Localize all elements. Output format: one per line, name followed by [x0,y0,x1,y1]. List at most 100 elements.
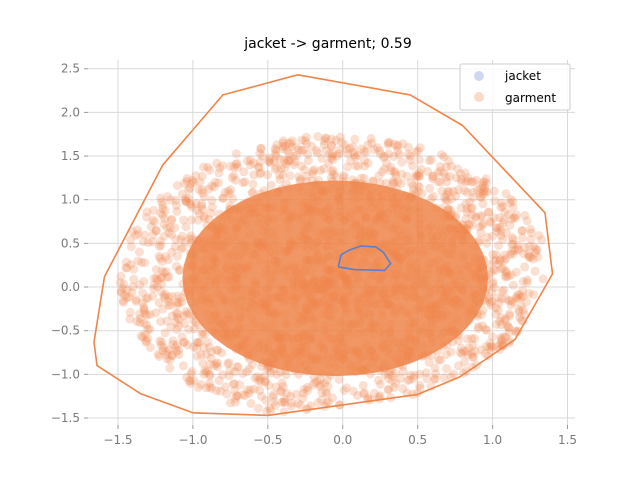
garment-point [205,369,215,379]
garment-point [321,387,331,397]
garment-point [443,187,453,196]
garment-point [499,215,509,225]
garment-point [201,350,211,360]
garment-point [391,378,401,388]
garment-point [298,388,308,398]
garment-point [408,185,418,195]
garment-point [508,235,518,245]
garment-point [496,264,506,274]
garment-point [119,279,129,289]
garment-point [154,298,164,308]
garment-point [456,343,466,353]
garment-point [325,149,334,159]
garment-point [462,346,472,356]
garment-point [507,214,517,224]
garment-point [287,398,297,408]
garment-point [397,169,407,179]
garment-point [122,293,132,303]
garment-point [137,257,147,267]
garment-point [504,296,514,306]
garment-point [162,350,172,360]
garment-point [189,177,199,187]
garment-point [477,212,487,222]
garment-point [360,156,369,166]
garment-point [210,177,220,187]
garment-point [303,156,313,166]
garment-point [218,193,228,203]
garment-point [327,134,336,144]
garment-point [360,388,369,398]
garment-point [476,193,486,202]
garment-point [192,338,202,348]
garment-point [453,164,463,174]
garment-point [171,317,181,327]
garment-point [265,153,275,163]
garment-point [411,170,421,180]
garment-point [414,168,424,178]
garment-point [387,371,397,381]
garment-point [250,373,260,383]
garment-point [145,309,155,319]
garment-point [260,377,270,387]
garment-point [162,316,172,326]
garment-point [270,144,280,154]
garment-point [491,223,501,233]
garment-point [174,321,184,331]
garment-point [129,274,139,284]
garment-point [284,156,294,166]
garment-point [477,221,487,230]
garment-point [508,239,518,249]
garment-point [245,160,255,170]
garment-dense-core [182,180,489,377]
garment-point [286,402,296,411]
garment-point [141,336,151,346]
garment-point [156,208,166,218]
garment-point [342,162,352,172]
garment-point [372,143,382,153]
garment-point [496,333,506,342]
garment-point [167,215,176,225]
garment-point [424,156,434,165]
garment-point [522,278,532,287]
garment-point [218,161,227,171]
garment-point [265,365,275,375]
garment-point [464,343,474,353]
garment-point [321,134,331,143]
garment-point [478,178,488,188]
garment-point [156,274,166,283]
legend-marker-garment [474,92,484,102]
garment-point [171,261,181,271]
garment-point [459,185,469,195]
garment-point [488,250,498,259]
garment-point [460,357,469,367]
ticks: −1.5 −1.0 −0.5 0.0 0.5 1.0 1.5 −1.5 −1.0 −0.5 0.0 0… [51,62,577,447]
garment-point [328,151,337,161]
garment-point [398,366,408,376]
garment-point [515,290,525,300]
garment-point [277,378,287,388]
garment-point [496,226,506,236]
garment-point [342,144,352,154]
garment-point [520,243,530,252]
garment-point [495,256,505,266]
garment-point [149,283,159,293]
garment-point [117,288,126,298]
garment-point [145,343,155,352]
garment-point [244,388,254,398]
garment-point [408,181,418,191]
garment-point [388,176,398,186]
garment-point [415,369,425,379]
garment-point [174,345,184,355]
garment-point [197,171,207,181]
garment-point [157,197,167,207]
garment-point [264,381,274,390]
garment-point [427,171,437,181]
garment-point [271,148,280,158]
garment-point [151,273,161,283]
garment-point [406,178,416,188]
garment-point [508,197,518,207]
x-tick-label: −0.5 [253,433,282,447]
garment-point [214,178,223,188]
garment-point [503,322,513,332]
garment-point [178,361,188,371]
